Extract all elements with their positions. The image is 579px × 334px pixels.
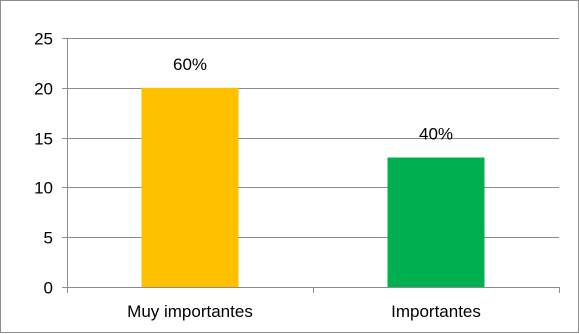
data-labels: 60% 40% — [173, 55, 453, 144]
y-tick-label-5: 5 — [44, 229, 53, 248]
y-tick-label-25: 25 — [34, 30, 53, 49]
x-category-label-1: Importantes — [391, 302, 481, 321]
data-label-1: 40% — [419, 125, 453, 144]
y-tick-label-15: 15 — [34, 130, 53, 149]
axes — [67, 38, 560, 293]
x-axis-category-labels: Muy importantes Importantes — [127, 302, 481, 321]
y-tick-label-20: 20 — [34, 80, 53, 99]
y-tick-label-10: 10 — [34, 179, 53, 198]
data-label-0: 60% — [173, 55, 207, 74]
bar-muy-importantes — [141, 87, 239, 287]
y-tick-label-0: 0 — [44, 279, 53, 298]
y-axis-tick-labels: 0 5 10 15 20 25 — [34, 30, 53, 298]
bars — [141, 87, 485, 287]
bar-importantes — [387, 157, 485, 287]
x-category-label-0: Muy importantes — [127, 302, 253, 321]
